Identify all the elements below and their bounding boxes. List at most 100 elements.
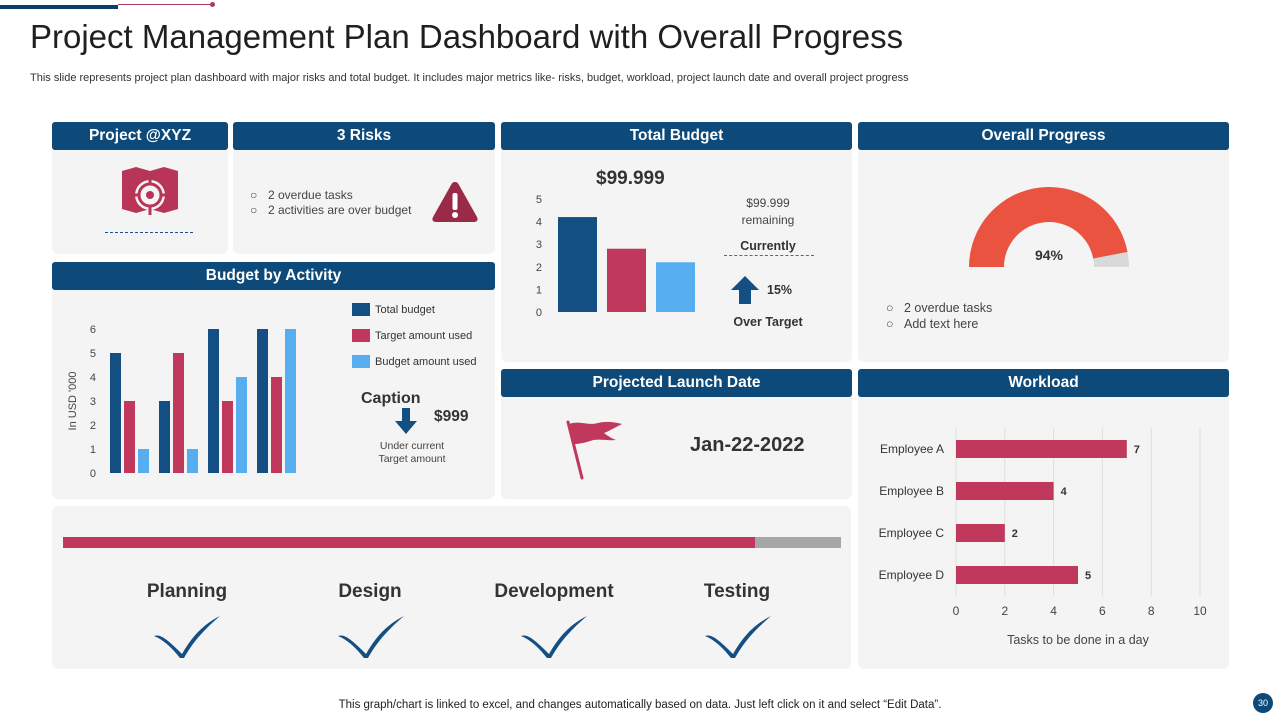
y-tick-label: 6 [90, 324, 96, 336]
x-tick-label: 8 [1148, 604, 1155, 618]
page-title: Project Management Plan Dashboard with O… [30, 18, 904, 55]
project-header: Project @XYZ [52, 122, 228, 150]
budget-activity-header: Budget by Activity [52, 262, 495, 290]
workload-header: Workload [858, 369, 1229, 397]
overall-progress-panel [858, 122, 1229, 362]
caption-line-2: Target amount [378, 453, 446, 465]
data-label: 5 [1085, 570, 1091, 582]
y-tick-label: 3 [536, 239, 542, 251]
activity-bar [271, 377, 282, 473]
budget-currently-label: Currently [740, 239, 796, 253]
budget-over-target-label: Over Target [733, 315, 803, 329]
arrow-down-icon [395, 408, 417, 434]
y-tick-label: 3 [90, 396, 96, 408]
activity-bar [285, 329, 296, 473]
budget-activity-chart: In USD '000 0 1 2 3 4 5 6 [67, 324, 296, 480]
y-tick-label: 2 [90, 420, 96, 432]
legend-label: Total budget [375, 304, 435, 316]
risk-item: ○ 2 overdue tasks [250, 188, 353, 202]
risk-item: ○ 2 activities are over budget [250, 203, 412, 217]
timeline-progress-fill [63, 537, 756, 548]
top-accent-line [118, 4, 212, 5]
project-target-map-icon [122, 167, 178, 215]
budget-remaining-label: remaining [741, 213, 795, 227]
y-tick-label: 5 [90, 348, 96, 360]
workload-bar [956, 566, 1078, 584]
budget-currently-divider [724, 255, 814, 256]
activity-bar [187, 449, 198, 473]
budget-remaining-amount: $99.999 [746, 196, 790, 210]
progress-item: ○ Add text here [886, 317, 979, 331]
warning-triangle-icon [432, 182, 478, 222]
activity-bar [236, 377, 247, 473]
data-label: 7 [1134, 444, 1140, 456]
progress-item: ○ 2 overdue tasks [886, 301, 993, 315]
phase-label-design: Design [338, 581, 402, 602]
checkmark-icon [521, 616, 587, 658]
workload-chart: 0 2 4 6 8 10 Employee A 7 Employee B 4 Employee C 2… [879, 428, 1207, 647]
overall-progress-gauge [969, 187, 1129, 267]
x-tick-label: 10 [1193, 604, 1207, 618]
checkmark-icon [705, 616, 771, 658]
y-tick-label: 0 [90, 468, 96, 480]
workload-panel [858, 369, 1229, 669]
page-number: 30 [1253, 693, 1273, 713]
legend-label: Target amount used [375, 330, 473, 342]
y-tick-label: 1 [90, 444, 96, 456]
legend-swatch-target [352, 329, 370, 342]
phase-label-development: Development [494, 581, 614, 602]
caption-amount: $999 [434, 408, 469, 425]
activity-bar [208, 329, 219, 473]
budget-percent: 15% [767, 283, 793, 297]
budget-bar [558, 217, 597, 312]
y-axis-label: In USD '000 [67, 372, 79, 431]
workload-bar [956, 524, 1005, 542]
activity-bar [124, 401, 135, 473]
x-tick-label: 6 [1099, 604, 1106, 618]
risks-header: 3 Risks [233, 122, 495, 150]
top-accent-dot [210, 2, 215, 7]
y-tick-label: 0 [536, 307, 542, 319]
page-subtitle: This slide represents project plan dashb… [30, 72, 909, 84]
phase-label-testing: Testing [703, 581, 771, 602]
checkmark-icon [154, 616, 220, 658]
phase-label-planning: Planning [146, 581, 228, 602]
category-label: Employee D [879, 568, 945, 582]
overall-progress-header: Overall Progress [858, 122, 1229, 150]
data-label: 2 [1012, 528, 1018, 540]
risks-list: ○ 2 overdue tasks ○ 2 activities are over … [250, 188, 411, 218]
workload-bar [956, 482, 1054, 500]
progress-list: ○ 2 overdue tasks ○ Add text here [886, 300, 992, 332]
legend-swatch-total [352, 303, 370, 316]
gauge-remainder [1093, 252, 1129, 267]
category-label: Employee A [880, 442, 944, 456]
activity-bar [257, 329, 268, 473]
y-tick-label: 5 [536, 194, 542, 206]
launch-header: Projected Launch Date [501, 369, 852, 397]
activity-bar [173, 353, 184, 473]
total-budget-amount: $99.999 [596, 168, 665, 189]
workload-bar [956, 440, 1127, 458]
y-tick-label: 2 [536, 262, 542, 274]
category-label: Employee C [879, 526, 945, 540]
arrow-up-icon [731, 276, 759, 304]
category-label: Employee B [879, 484, 944, 498]
total-budget-header: Total Budget [501, 122, 852, 150]
x-axis-label: Tasks to be done in a day [1007, 633, 1150, 647]
caption-line-1: Under current [379, 440, 445, 452]
top-accent-bar [0, 5, 118, 9]
y-tick-label: 4 [536, 217, 542, 229]
launch-date: Jan-22-2022 [690, 434, 805, 456]
budget-bar [607, 248, 646, 312]
gauge-fill [969, 187, 1128, 267]
x-tick-label: 2 [1001, 604, 1008, 618]
flag-icon [566, 420, 622, 480]
overall-progress-percent: 94% [1034, 247, 1064, 263]
x-tick-label: 0 [953, 604, 960, 618]
activity-bar [222, 401, 233, 473]
footer-note: This graph/chart is linked to excel, and… [338, 699, 942, 711]
project-divider [105, 232, 193, 233]
x-tick-label: 4 [1050, 604, 1057, 618]
y-tick-label: 1 [536, 284, 542, 296]
caption-title: Caption [361, 390, 421, 407]
